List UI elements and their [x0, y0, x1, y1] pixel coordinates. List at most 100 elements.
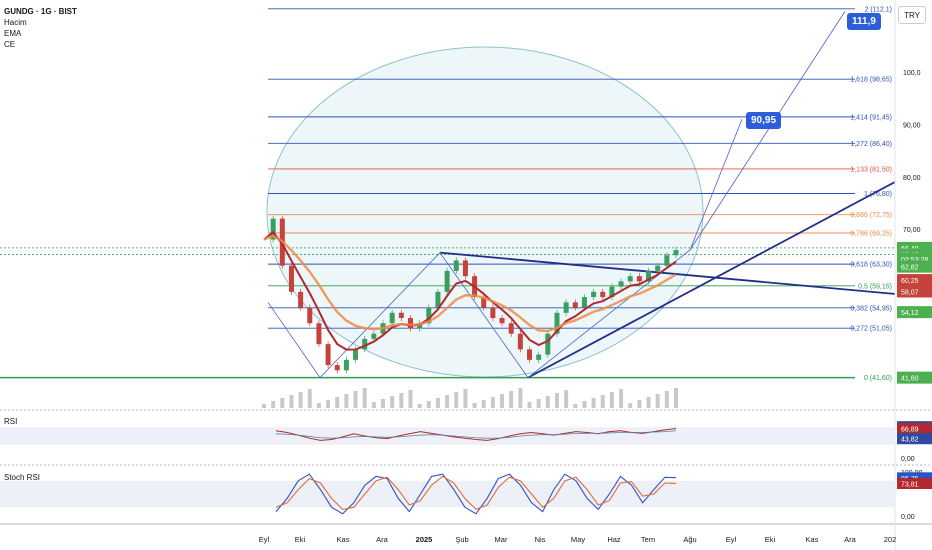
candle — [673, 250, 679, 256]
volume-bar — [381, 399, 386, 408]
candle — [334, 365, 340, 371]
volume-bar — [326, 400, 331, 408]
x-tick-label-8: May — [571, 535, 585, 544]
candle — [353, 349, 359, 360]
stoch-panel-title: Stoch RSI — [4, 473, 41, 482]
ema-red-line — [263, 230, 677, 351]
price-badge-5 — [897, 285, 932, 298]
candle — [499, 318, 505, 324]
candle — [462, 260, 468, 277]
stoch-tick-2: 73,81 — [901, 482, 919, 489]
volume-bar — [390, 396, 395, 408]
candle — [417, 323, 423, 329]
price-badge-6 — [897, 306, 932, 319]
stoch-series-1 — [275, 475, 677, 511]
candle — [572, 302, 578, 308]
y-tick-label-3: 100,0 — [903, 70, 921, 77]
volume-bar — [600, 395, 605, 408]
candle — [563, 302, 569, 313]
rsi-badge-2 — [897, 433, 932, 445]
volume-bar — [298, 392, 303, 408]
indicator-ema[interactable]: EMA — [4, 29, 22, 38]
price-badge-7 — [897, 371, 932, 384]
fib-label-12: 0 (41,60) — [864, 375, 892, 382]
candle — [664, 255, 670, 266]
fib-label-10: 0,382 (54,95) — [850, 305, 892, 312]
volume-bar — [582, 401, 587, 408]
cycle-ellipse — [266, 46, 704, 378]
candle — [536, 354, 542, 360]
volume-bar — [509, 391, 514, 408]
y-tick-label-1: 80,00 — [903, 175, 921, 182]
candle — [371, 333, 377, 339]
candle — [398, 312, 404, 318]
fib-label-1: 1,618 (98,65) — [850, 77, 892, 84]
indicator-ce[interactable]: CE — [4, 40, 16, 49]
volume-bar — [472, 403, 477, 408]
x-tick-label-13: Eki — [765, 535, 776, 544]
volume-bar — [417, 404, 422, 408]
candle — [389, 312, 395, 324]
candle — [298, 291, 304, 308]
candle — [270, 218, 276, 240]
stoch-tick-3: 0,00 — [901, 514, 915, 521]
fib-label-3: 1,272 (86,40) — [850, 141, 892, 148]
volume-bar — [619, 389, 624, 408]
volume-bar — [518, 388, 523, 408]
candle — [444, 270, 450, 292]
volume-bar — [426, 401, 431, 408]
candle — [316, 323, 322, 345]
volume-bar — [289, 395, 294, 408]
currency-button[interactable]: TRY — [898, 6, 926, 24]
candle — [581, 297, 587, 308]
fib-label-0: 2 (112,1) — [865, 6, 893, 13]
candle — [288, 265, 294, 292]
candle — [307, 307, 313, 324]
price-badge-3 — [897, 260, 932, 273]
rsi-tick-2: 43,82 — [901, 437, 919, 444]
volume-bar — [536, 399, 541, 408]
candle — [655, 265, 661, 271]
candle — [545, 333, 551, 355]
price-badge-label-5: 58,07 — [901, 289, 919, 296]
x-tick-label-2: Kas — [337, 535, 350, 544]
x-tick-label-10: Tem — [641, 535, 655, 544]
volume-bar — [481, 400, 486, 408]
rsi-series-0 — [275, 428, 677, 441]
x-tick-label-9: Haz — [607, 535, 621, 544]
volume-bar — [674, 388, 678, 408]
fib-label-7: 0,786 (69,25) — [850, 231, 892, 238]
target-callout-111: 111,9 — [847, 13, 881, 30]
price-badge-label-6: 54,12 — [901, 310, 919, 317]
fib-label-2: 1,414 (91,45) — [850, 114, 892, 121]
x-tick-label-16: 202 — [884, 535, 897, 544]
rsi-tick-1: 66,89 — [901, 427, 919, 434]
volume-bar — [591, 398, 596, 408]
volume-bar — [307, 389, 312, 408]
x-tick-label-3: Ara — [376, 535, 389, 544]
descending-trendline — [439, 251, 896, 295]
price-badge-4 — [897, 274, 932, 287]
x-tick-label-1: Eki — [295, 535, 306, 544]
symbol-title: GUNDG · 1G · BIST — [4, 7, 77, 16]
stoch-band — [0, 480, 895, 508]
projection-line-111 — [689, 11, 846, 251]
volume-bar — [271, 401, 276, 408]
x-tick-label-14: Kas — [806, 535, 819, 544]
projection-polyline — [267, 119, 743, 379]
candle — [609, 286, 615, 298]
volume-bar — [628, 403, 633, 408]
candle — [490, 307, 496, 318]
indicator-volume[interactable]: Hacim — [4, 18, 27, 27]
volume-bar — [280, 398, 285, 408]
candle — [636, 276, 642, 282]
candle — [600, 291, 606, 298]
volume-bar — [399, 393, 404, 408]
candle — [517, 333, 523, 350]
ascending-trendline — [527, 181, 896, 379]
volume-bar — [463, 389, 468, 408]
price-badge-label-7: 41,60 — [901, 376, 919, 383]
candle — [627, 276, 633, 282]
fib-label-9: 0,5 (59,15) — [858, 283, 892, 290]
